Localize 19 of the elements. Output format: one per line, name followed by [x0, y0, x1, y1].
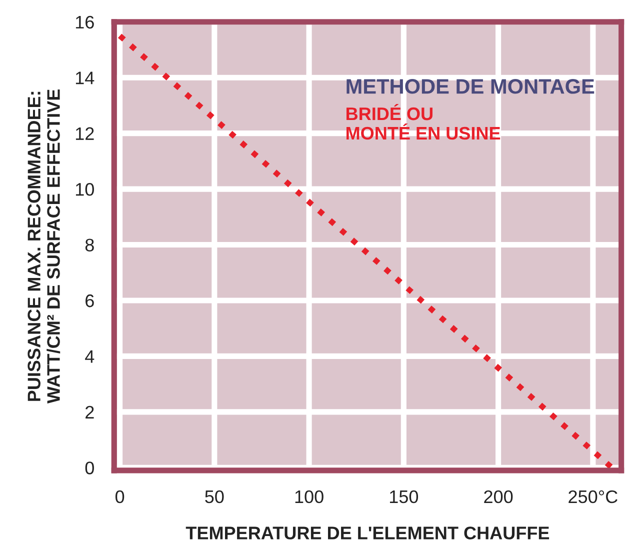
y-tick-label: 10: [76, 182, 94, 196]
y-axis-title: PUISSANCE MAX. RECOMMANDEE: WATT/CM² DE SURFACE EFFECTIVE: [28, 90, 60, 404]
y-tick-label: 4: [85, 350, 94, 363]
x-axis-title: TEMPERATURE DE L'ELEMENT CHAUFFE: [186, 526, 550, 540]
y-tick-label: 0: [85, 462, 94, 474]
x-tick-label: 100: [295, 490, 324, 504]
legend-title: METHODE DE MONTAGE: [346, 79, 594, 94]
x-tick-label: 200: [484, 490, 513, 504]
y-tick-label: 12: [76, 127, 94, 140]
x-tick-label: 150: [390, 490, 418, 504]
y-tick-label: 14: [76, 72, 94, 84]
y-tick-label: 6: [86, 294, 94, 308]
x-tick-label: 0: [115, 490, 124, 504]
x-tick-label: 50: [205, 490, 224, 504]
y-tick-label: 16: [76, 16, 94, 29]
x-tick-label: 250°C: [568, 490, 618, 504]
y-tick-label: 8: [85, 238, 94, 252]
text: BRIDÉ OU MONTÉ EN USINE: [346, 104, 500, 140]
y-tick-label: 2: [86, 406, 94, 418]
